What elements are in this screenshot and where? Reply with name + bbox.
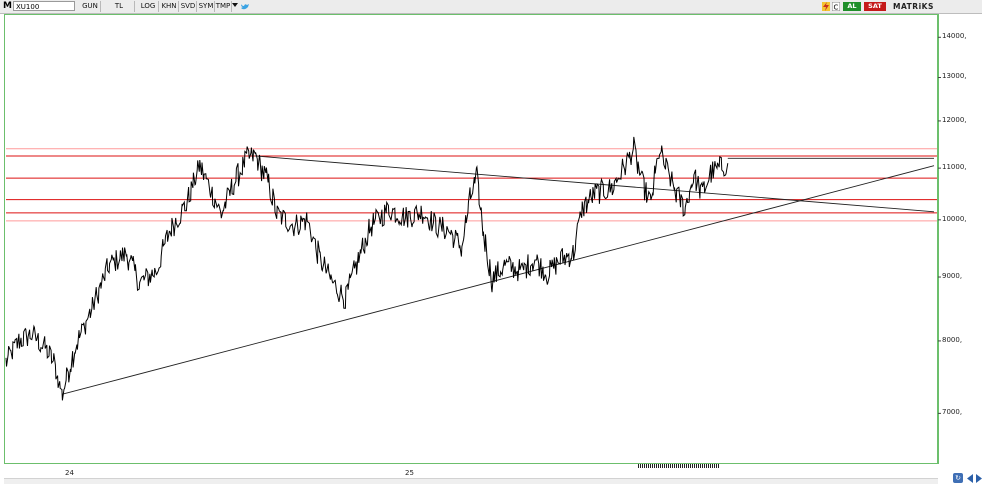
y-tick-label: 12000, [942,115,967,124]
tl-button[interactable]: TL [104,1,135,12]
svd-button[interactable]: SVD [180,1,197,12]
lightning-icon[interactable] [822,2,830,11]
toolbar: M XU100 GUN TL LOG KHN SVD SYM TMP C AL … [0,0,982,14]
buy-button[interactable]: AL [843,2,861,11]
y-tick-label: 7000, [942,408,963,417]
sym-button[interactable]: SYM [198,1,215,12]
matriks-m-icon[interactable]: M [3,1,12,11]
y-tick-label: 14000, [942,32,967,41]
twitter-icon[interactable] [240,2,250,11]
scroll-left-icon[interactable] [966,474,974,483]
svg-text:C: C [834,4,839,12]
brand-label: MATRiKS [893,2,934,11]
tmp-button[interactable]: TMP [215,1,232,12]
plot-frame[interactable] [4,14,938,464]
y-tick-label: 9000, [942,272,963,281]
y-axis-line [938,14,939,464]
y-tick-label: 13000, [942,72,967,81]
symbol-input[interactable]: XU100 [13,1,75,11]
scroll-right-icon[interactable] [975,474,982,483]
y-tick-label: 11000, [942,163,967,172]
x-tick-label: 24 [65,469,74,477]
horizontal-scrollbar[interactable] [4,478,938,484]
y-tick-label: 10000, [942,214,967,223]
price-series-line [5,136,729,401]
trendline [61,165,935,395]
sell-button[interactable]: SAT [864,2,886,11]
log-button[interactable]: LOG [138,1,159,12]
chevron-down-icon[interactable] [232,3,238,7]
gun-button[interactable]: GUN [80,1,101,12]
khn-button[interactable]: KHN [160,1,179,12]
c-icon[interactable]: C [832,2,840,11]
x-tick-label: 25 [405,469,414,477]
y-tick-label: 8000, [942,335,963,344]
refresh-icon[interactable]: ↻ [953,473,963,483]
date-markers [638,464,720,468]
